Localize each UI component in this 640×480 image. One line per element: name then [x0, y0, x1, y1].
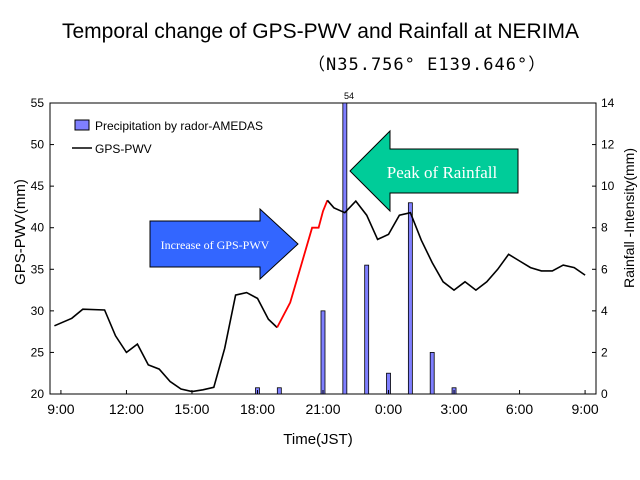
increase-annotation: Increase of GPS-PWV [149, 207, 299, 281]
legend-label-precipitation: Precipitation by rador-AMEDAS [95, 119, 263, 133]
x-tick-label: 15:00 [174, 401, 209, 417]
y-axis-label-right: Rainfall -Intensity(mm) [621, 148, 637, 288]
y-right-tick-label: 6 [601, 262, 608, 276]
y-left-tick-label: 55 [31, 96, 45, 110]
precipitation-bar [364, 264, 370, 395]
y-left-tick-label: 45 [31, 179, 45, 193]
y-right-tick-label: 2 [601, 345, 608, 359]
increase-arrow [149, 207, 299, 281]
y-right-tick-label: 4 [601, 304, 608, 318]
precipitation-bar [342, 102, 348, 395]
y-left-tick-label: 20 [31, 387, 45, 401]
y-axis-label-left: GPS-PWV(mm) [12, 179, 29, 285]
bar-top-label: 54 [344, 91, 354, 101]
y-right-tick-label: 12 [601, 138, 615, 152]
peak-arrow [349, 129, 519, 213]
y-left-tick-label: 35 [31, 262, 45, 276]
pwv-line-segment-2 [326, 199, 586, 292]
y-left-tick-label: 50 [31, 138, 45, 152]
x-tick-label: 18:00 [240, 401, 275, 417]
x-axis-label: Time(JST) [283, 431, 352, 448]
legend-label-pwv: GPS-PWV [95, 142, 152, 156]
chart-subtitle: （N35.756° E139.646°） [308, 55, 547, 75]
precipitation-bar [429, 352, 435, 395]
y-left-tick-label: 30 [31, 304, 45, 318]
x-tick-label: 0:00 [375, 401, 402, 417]
precipitation-bar [320, 310, 326, 395]
x-tick-label: 9:00 [47, 401, 74, 417]
x-tick-label: 21:00 [305, 401, 340, 417]
x-tick-label: 6:00 [506, 401, 533, 417]
y-right-tick-label: 8 [601, 221, 608, 235]
y-left-tick-label: 25 [31, 345, 45, 359]
pwv-line-segment-1 [54, 291, 278, 393]
precipitation-bar [276, 387, 282, 395]
legend: Precipitation by rador-AMEDAS GPS-PWV [72, 119, 263, 156]
y-right-tick-label: 0 [601, 387, 608, 401]
y-right-tick-label: 14 [601, 96, 615, 110]
y-left-tick-label: 40 [31, 221, 45, 235]
legend-bar-swatch [74, 119, 90, 131]
x-tick-label: 3:00 [440, 401, 467, 417]
x-tick-label: 12:00 [109, 401, 144, 417]
peak-annotation: Peak of Rainfall [349, 129, 519, 213]
x-tick-label: 9:00 [571, 401, 598, 417]
increase-annotation-label: Increase of GPS-PWV [161, 238, 270, 252]
precipitation-bar [407, 202, 413, 395]
pwv-line-increase [276, 199, 329, 328]
y-right-tick-label: 10 [601, 179, 615, 193]
chart-title: Temporal change of GPS-PWV and Rainfall … [62, 20, 580, 43]
peak-annotation-label: Peak of Rainfall [387, 163, 498, 182]
